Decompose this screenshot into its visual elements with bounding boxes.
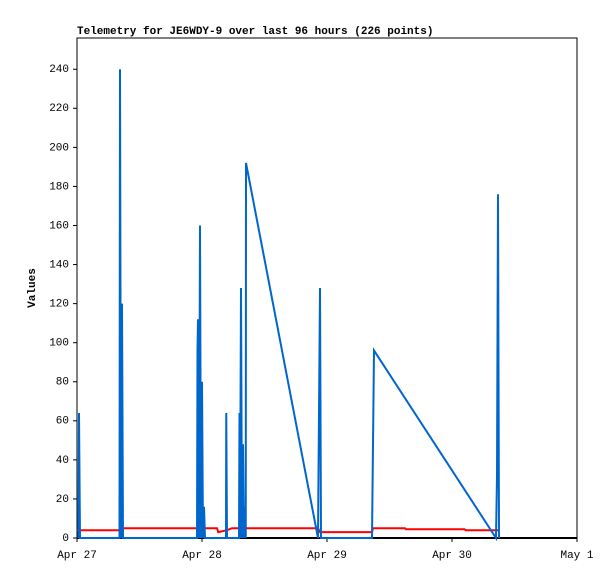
y-tick-label: 180 — [49, 181, 69, 193]
y-tick-label: 20 — [56, 494, 69, 506]
series-line — [77, 69, 500, 542]
y-tick-label: 240 — [49, 64, 69, 76]
plot-frame — [76, 37, 578, 539]
x-tick-label: May 1 — [560, 550, 593, 562]
y-tick-label: 60 — [56, 416, 69, 428]
y-tick-label: 40 — [56, 455, 69, 467]
y-tick-label: 0 — [62, 533, 69, 545]
chart-title: Telemetry for JE6WDY-9 over last 96 hour… — [77, 26, 433, 38]
x-tick-label: Apr 29 — [307, 550, 347, 562]
y-tick-label: 160 — [49, 220, 69, 232]
y-tick-label: 200 — [49, 142, 69, 154]
x-tick-label: Apr 30 — [432, 550, 472, 562]
y-tick-label: 220 — [49, 103, 69, 115]
series-line — [77, 527, 499, 534]
y-tick-label: 80 — [56, 377, 69, 389]
x-tick-label: Apr 28 — [182, 550, 222, 562]
x-tick-label: Apr 27 — [57, 550, 97, 562]
y-tick-label: 120 — [49, 299, 69, 311]
y-tick-label: 100 — [49, 338, 69, 350]
y-tick-label: 140 — [49, 259, 69, 271]
y-axis-label: Values — [27, 268, 39, 308]
